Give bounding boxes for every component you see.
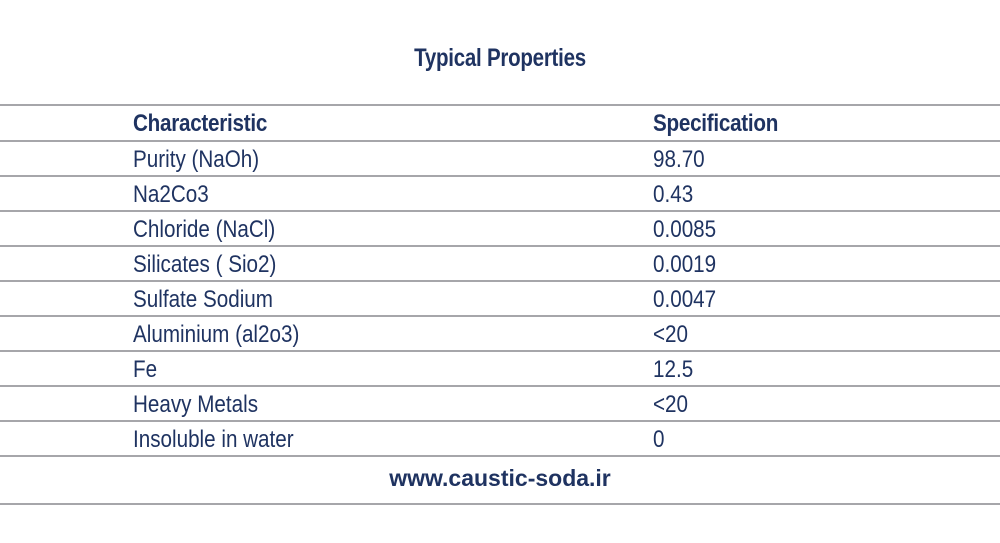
characteristic-cell: Na2Co3 [133, 181, 209, 208]
specification-cell: 0.0019 [653, 251, 717, 278]
divider [0, 315, 1000, 317]
divider [0, 140, 1000, 142]
specification-cell: 0.0047 [653, 286, 717, 313]
page-title: Typical Properties [414, 44, 586, 72]
header-characteristic: Characteristic [133, 110, 268, 137]
divider [0, 104, 1000, 106]
table-row: Heavy Metals <20 [0, 387, 1000, 422]
table-row: Chloride (NaCl) 0.0085 [0, 212, 1000, 247]
divider [0, 385, 1000, 387]
characteristic-cell: Chloride (NaCl) [133, 216, 276, 243]
specification-cell: <20 [653, 391, 689, 418]
divider [0, 455, 1000, 457]
divider [0, 175, 1000, 177]
website-link[interactable]: www.caustic-soda.ir [389, 465, 611, 491]
specification-cell: 12.5 [653, 356, 694, 383]
specification-cell: 98.70 [653, 146, 705, 173]
table-row: Fe 12.5 [0, 352, 1000, 387]
table-row: Purity (NaOh) 98.70 [0, 142, 1000, 177]
characteristic-cell: Heavy Metals [133, 391, 259, 418]
characteristic-cell: Purity (NaOh) [133, 146, 260, 173]
table-row: Silicates ( Sio2) 0.0019 [0, 247, 1000, 282]
specification-cell: 0.0085 [653, 216, 717, 243]
specification-cell: 0 [653, 426, 665, 453]
table-row: Sulfate Sodium 0.0047 [0, 282, 1000, 317]
divider [0, 280, 1000, 282]
divider [0, 245, 1000, 247]
table-row: Insoluble in water 0 [0, 422, 1000, 457]
characteristic-cell: Insoluble in water [133, 426, 294, 453]
specification-cell: <20 [653, 321, 689, 348]
table-row: Na2Co3 0.43 [0, 177, 1000, 212]
header-specification: Specification [653, 110, 779, 137]
divider [0, 503, 1000, 505]
characteristic-cell: Fe [133, 356, 158, 383]
divider [0, 420, 1000, 422]
divider [0, 210, 1000, 212]
table-row: Aluminium (al2o3) <20 [0, 317, 1000, 352]
table-header-row: Characteristic Specification [0, 106, 1000, 141]
divider [0, 350, 1000, 352]
characteristic-cell: Silicates ( Sio2) [133, 251, 277, 278]
characteristic-cell: Aluminium (al2o3) [133, 321, 300, 348]
specification-cell: 0.43 [653, 181, 694, 208]
characteristic-cell: Sulfate Sodium [133, 286, 273, 313]
